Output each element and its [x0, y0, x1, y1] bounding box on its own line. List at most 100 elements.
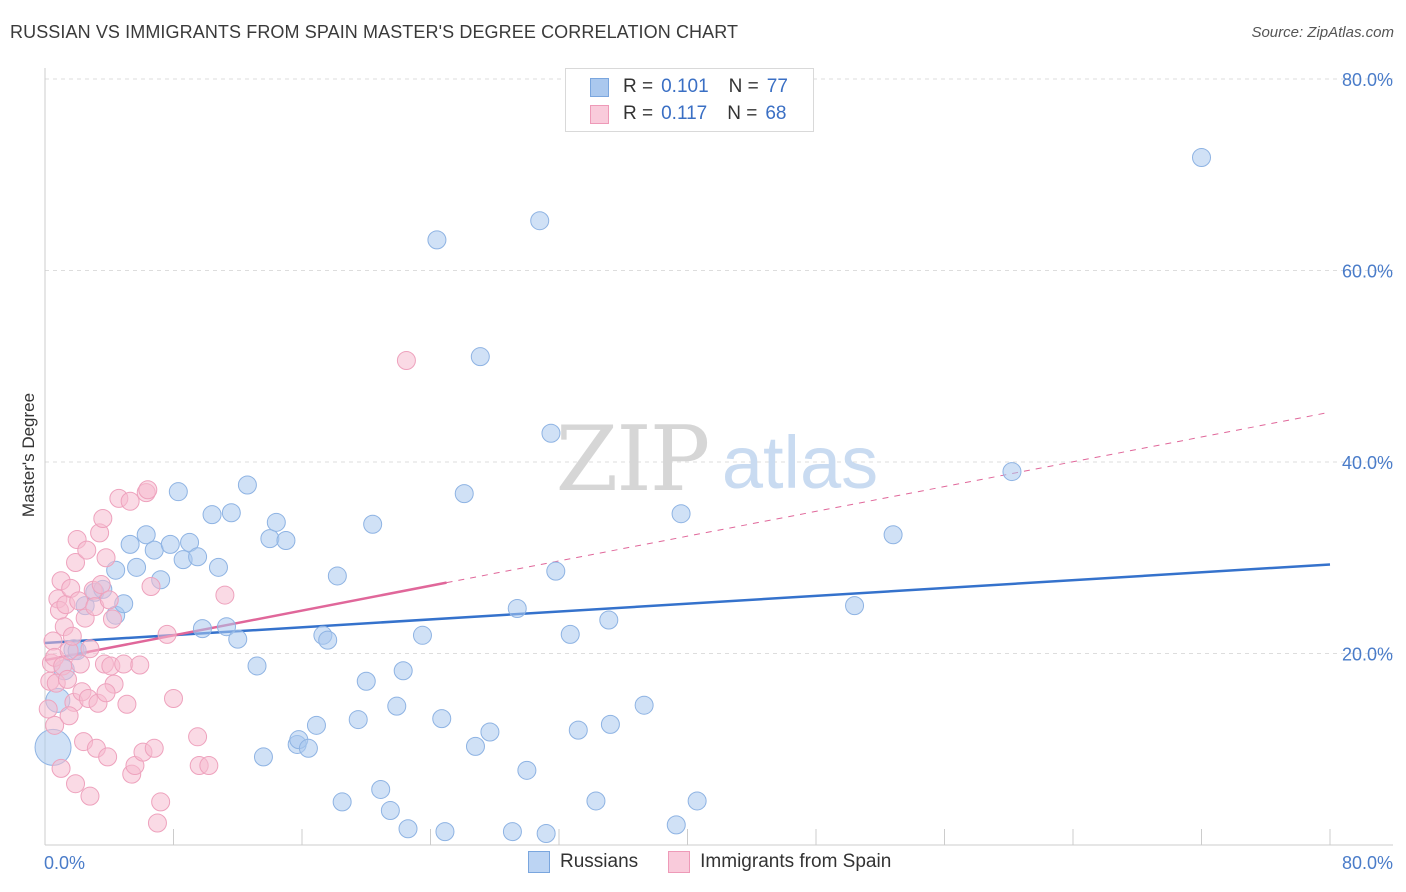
legend-item-russians[interactable]: Russians	[528, 851, 638, 873]
spain-point	[96, 548, 116, 568]
russians-point	[634, 695, 654, 715]
russians-point	[541, 423, 561, 443]
russians-point	[470, 347, 490, 367]
legend-r-label: R =	[623, 76, 654, 97]
spain-point	[45, 715, 65, 735]
russians-point	[363, 514, 383, 534]
russians-point	[168, 482, 188, 502]
russians-point	[298, 738, 318, 758]
spain-point	[80, 639, 100, 659]
russians-point	[536, 824, 556, 844]
spain-point	[130, 655, 150, 675]
spain-label: Immigrants from Spain	[700, 851, 892, 872]
legend-n-value: 68	[765, 103, 787, 124]
legend-n-value: 77	[766, 76, 788, 97]
russians-point	[266, 512, 286, 532]
russians-point	[348, 710, 368, 730]
spain-point	[151, 792, 171, 812]
spain-point	[59, 706, 79, 726]
russians-point	[237, 475, 257, 495]
spain-point	[188, 727, 208, 747]
spain-point	[98, 747, 118, 767]
russians-point	[560, 624, 580, 644]
russians-point	[371, 779, 391, 799]
spain-point	[80, 786, 100, 806]
russians-point	[600, 714, 620, 734]
russians-point	[217, 617, 237, 637]
spain-point	[138, 480, 158, 500]
russians-point	[228, 629, 248, 649]
spain-point	[66, 774, 86, 794]
spain-point	[215, 585, 235, 605]
russians-point	[687, 791, 707, 811]
spain-point	[396, 351, 416, 371]
spain-trend-line	[44, 581, 447, 662]
russians-point	[192, 619, 212, 639]
spain-point	[199, 756, 219, 776]
grid-layer	[45, 78, 1393, 654]
russians-point	[1192, 148, 1211, 168]
axes-layer: 20.0% 40.0% 60.0% 80.0% 0.0% 80.0%	[44, 68, 1393, 873]
spain-point	[62, 626, 82, 646]
spain-swatch	[668, 851, 691, 873]
russians-point	[517, 760, 537, 780]
y-tick-label: 40.0%	[1342, 453, 1393, 473]
legend-r-label: R =	[623, 103, 654, 124]
spain-point	[96, 683, 116, 703]
russians-label: Russians	[560, 851, 639, 872]
russians-point	[666, 815, 686, 835]
russians-point	[380, 801, 400, 821]
russians-point	[306, 715, 326, 735]
points-layer	[34, 148, 1211, 844]
trend-layer	[44, 411, 1331, 662]
watermark-zip: ZIP	[556, 407, 709, 512]
russians-point	[427, 230, 447, 250]
legend-swatch-pink	[590, 104, 609, 124]
spain-point	[77, 540, 97, 560]
russians-point	[480, 722, 500, 742]
spain-point	[99, 590, 119, 610]
spain-point	[57, 669, 77, 689]
russians-point	[845, 596, 865, 616]
legend-row-russians: R = 0.101 N = 77	[590, 75, 788, 99]
spain-point	[102, 609, 122, 629]
russians-point	[34, 728, 72, 766]
legend-row-spain: R = 0.117 N = 68	[590, 102, 787, 126]
spain-point	[147, 813, 167, 833]
correlation-legend: R = 0.101 N = 77 R = 0.117 N = 68	[565, 68, 814, 132]
russians-point	[221, 503, 241, 523]
x-tick-label-max: 80.0%	[1342, 853, 1393, 873]
russians-point	[432, 709, 452, 729]
russians-point	[208, 557, 228, 577]
russians-point	[327, 566, 347, 586]
legend-item-spain[interactable]: Immigrants from Spain	[668, 851, 891, 873]
y-tick-label: 80.0%	[1342, 70, 1393, 90]
spain-point	[51, 758, 71, 778]
russians-point	[332, 792, 352, 812]
russians-point	[260, 529, 280, 549]
spain-point	[38, 699, 58, 719]
russians-point	[599, 610, 619, 630]
legend-r-value: 0.101	[661, 76, 709, 97]
watermark: ZIP atlas	[556, 407, 878, 512]
spain-point	[93, 508, 113, 528]
spain-trend-extension	[446, 411, 1331, 584]
spain-point	[157, 624, 177, 644]
x-tick-label-min: 0.0%	[44, 853, 85, 873]
legend-n-label: N =	[727, 103, 758, 124]
russians-point	[398, 819, 418, 839]
russians-point	[454, 484, 474, 504]
spain-point	[66, 553, 86, 573]
source-credit: Source: ZipAtlas.com	[1251, 24, 1394, 41]
legend-swatch-blue	[590, 77, 609, 97]
spain-point	[91, 575, 111, 595]
russians-point	[586, 791, 606, 811]
russians-trend-line	[44, 563, 1331, 645]
russians-point	[356, 671, 376, 691]
russians-point	[247, 656, 267, 676]
russians-point	[253, 747, 273, 767]
russians-point	[202, 505, 222, 525]
russians-point	[530, 211, 550, 231]
y-tick-label: 20.0%	[1342, 645, 1393, 665]
spain-point	[114, 654, 134, 674]
